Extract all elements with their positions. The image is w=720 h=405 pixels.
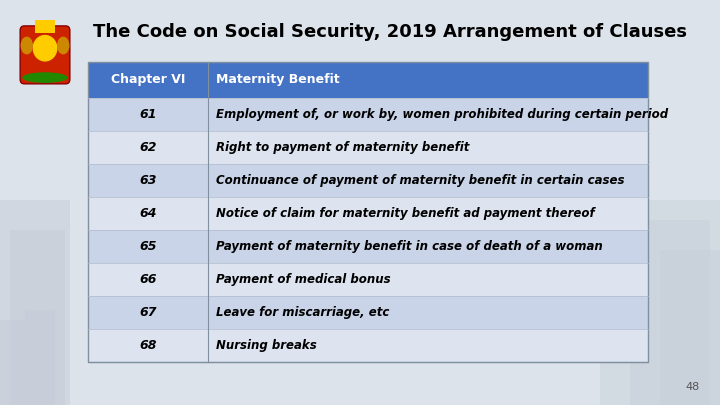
- Ellipse shape: [32, 35, 58, 62]
- Text: Payment of medical bonus: Payment of medical bonus: [216, 273, 391, 286]
- Text: Notice of claim for maternity benefit ad payment thereof: Notice of claim for maternity benefit ad…: [216, 207, 595, 220]
- Ellipse shape: [22, 72, 68, 83]
- Bar: [88, 131, 648, 164]
- Text: Maternity Benefit: Maternity Benefit: [216, 73, 340, 87]
- Ellipse shape: [57, 36, 69, 54]
- Text: 62: 62: [139, 141, 157, 154]
- Bar: [0, 320, 25, 405]
- Text: Chapter VI: Chapter VI: [111, 73, 185, 87]
- Text: 63: 63: [139, 174, 157, 187]
- Bar: [88, 296, 648, 329]
- Bar: [88, 230, 648, 263]
- Bar: [660, 250, 720, 405]
- Text: 48: 48: [685, 382, 700, 392]
- Bar: [600, 200, 720, 405]
- Text: The Code on Social Security, 2019 Arrangement of Clauses: The Code on Social Security, 2019 Arrang…: [93, 23, 687, 41]
- Text: Nursing breaks: Nursing breaks: [216, 339, 317, 352]
- Bar: [10, 230, 65, 405]
- Ellipse shape: [21, 36, 33, 54]
- Text: Right to payment of maternity benefit: Right to payment of maternity benefit: [216, 141, 469, 154]
- Text: Leave for miscarriage, etc: Leave for miscarriage, etc: [216, 306, 390, 319]
- Bar: [88, 329, 648, 362]
- Text: Continuance of payment of maternity benefit in certain cases: Continuance of payment of maternity bene…: [216, 174, 624, 187]
- Bar: [88, 62, 648, 98]
- Text: 68: 68: [139, 339, 157, 352]
- Text: Payment of maternity benefit in case of death of a woman: Payment of maternity benefit in case of …: [216, 240, 603, 253]
- Text: 65: 65: [139, 240, 157, 253]
- Text: Employment of, or work by, women prohibited during certain period: Employment of, or work by, women prohibi…: [216, 108, 668, 121]
- Bar: [88, 197, 648, 230]
- Text: 67: 67: [139, 306, 157, 319]
- Text: 66: 66: [139, 273, 157, 286]
- Bar: [88, 164, 648, 197]
- Bar: [88, 62, 648, 362]
- FancyBboxPatch shape: [20, 26, 70, 84]
- Text: 61: 61: [139, 108, 157, 121]
- Text: 64: 64: [139, 207, 157, 220]
- Bar: [630, 220, 710, 405]
- Bar: [88, 263, 648, 296]
- Bar: [0, 200, 70, 405]
- Bar: [25, 310, 55, 405]
- Bar: [88, 98, 648, 131]
- Bar: [35, 20, 55, 33]
